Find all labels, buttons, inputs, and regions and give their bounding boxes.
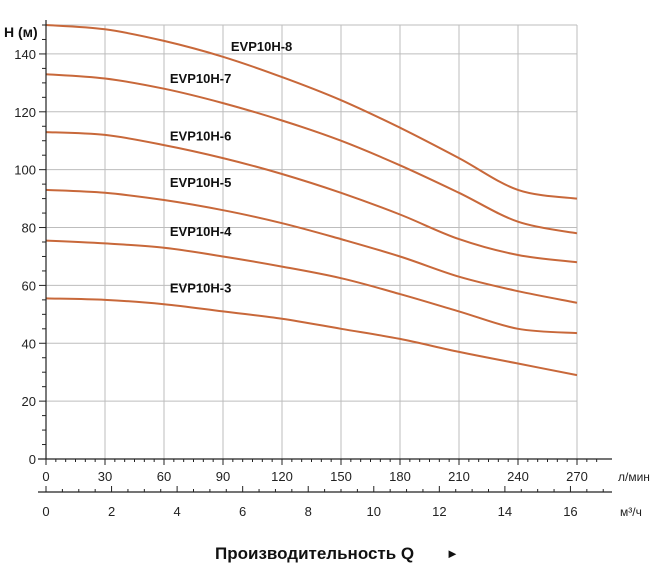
curve-label-evp10h-5: EVP10H-5 — [170, 175, 231, 190]
x-tick-label: 180 — [389, 469, 411, 484]
x-axis-title: Производительность Q — [215, 544, 414, 563]
grid-lines — [46, 24, 578, 459]
x-secondary-tick-label: 0 — [42, 504, 49, 519]
y-tick-label: 20 — [22, 394, 36, 409]
x-axis-primary-unit: л/мин — [618, 470, 650, 484]
y-tick-label: 120 — [14, 105, 36, 120]
y-tick-label: 0 — [29, 452, 36, 467]
x-tick-label: 270 — [566, 469, 588, 484]
x-secondary-tick-label: 16 — [563, 504, 577, 519]
curve-evp10h-8 — [45, 24, 578, 200]
y-tick-label: 140 — [14, 47, 36, 62]
curve-label-evp10h-8: EVP10H-8 — [231, 39, 292, 54]
curve-evp10h-4 — [45, 239, 578, 335]
curve-label-evp10h-3: EVP10H-3 — [170, 281, 231, 296]
x-secondary-tick-label: 12 — [432, 504, 446, 519]
x-tick-label: 240 — [507, 469, 529, 484]
y-tick-label: 60 — [22, 278, 36, 293]
x-secondary-tick-label: 4 — [173, 504, 180, 519]
curve-evp10h-5 — [45, 188, 578, 304]
y-axis-title: H (м) — [4, 24, 38, 40]
curve-label-evp10h-4: EVP10H-4 — [170, 224, 232, 239]
y-tick-label: 80 — [22, 221, 36, 236]
x-tick-label: 0 — [42, 469, 49, 484]
x-tick-label: 150 — [330, 469, 352, 484]
curve-evp10h-3 — [45, 297, 578, 377]
x-tick-label: 90 — [216, 469, 230, 484]
x-secondary-tick-label: 14 — [498, 504, 512, 519]
x-secondary-tick-label: 8 — [305, 504, 312, 519]
y-tick-label: 40 — [22, 336, 36, 351]
y-tick-label: 100 — [14, 163, 36, 178]
pump-curves — [45, 24, 578, 377]
labels: EVP10H-3 EVP10H-4 EVP10H-5 EVP10H-6 EVP10H-7… — [170, 39, 292, 296]
curve-label-evp10h-6: EVP10H-6 — [170, 129, 231, 144]
x-tick-label: 120 — [271, 469, 293, 484]
curve-evp10h-7 — [45, 73, 578, 235]
x-secondary-tick-label: 10 — [367, 504, 381, 519]
x-tick-label: 30 — [98, 469, 112, 484]
x-axis-title-arrow: ► — [446, 546, 459, 561]
x-tick-label: 60 — [157, 469, 171, 484]
x-axis-secondary-unit: м³/ч — [620, 505, 642, 519]
x-tick-label: 210 — [448, 469, 470, 484]
x-secondary-tick-label: 6 — [239, 504, 246, 519]
curve-label-evp10h-7: EVP10H-7 — [170, 71, 231, 86]
curve-evp10h-6 — [45, 131, 578, 264]
x-secondary-tick-label: 2 — [108, 504, 115, 519]
